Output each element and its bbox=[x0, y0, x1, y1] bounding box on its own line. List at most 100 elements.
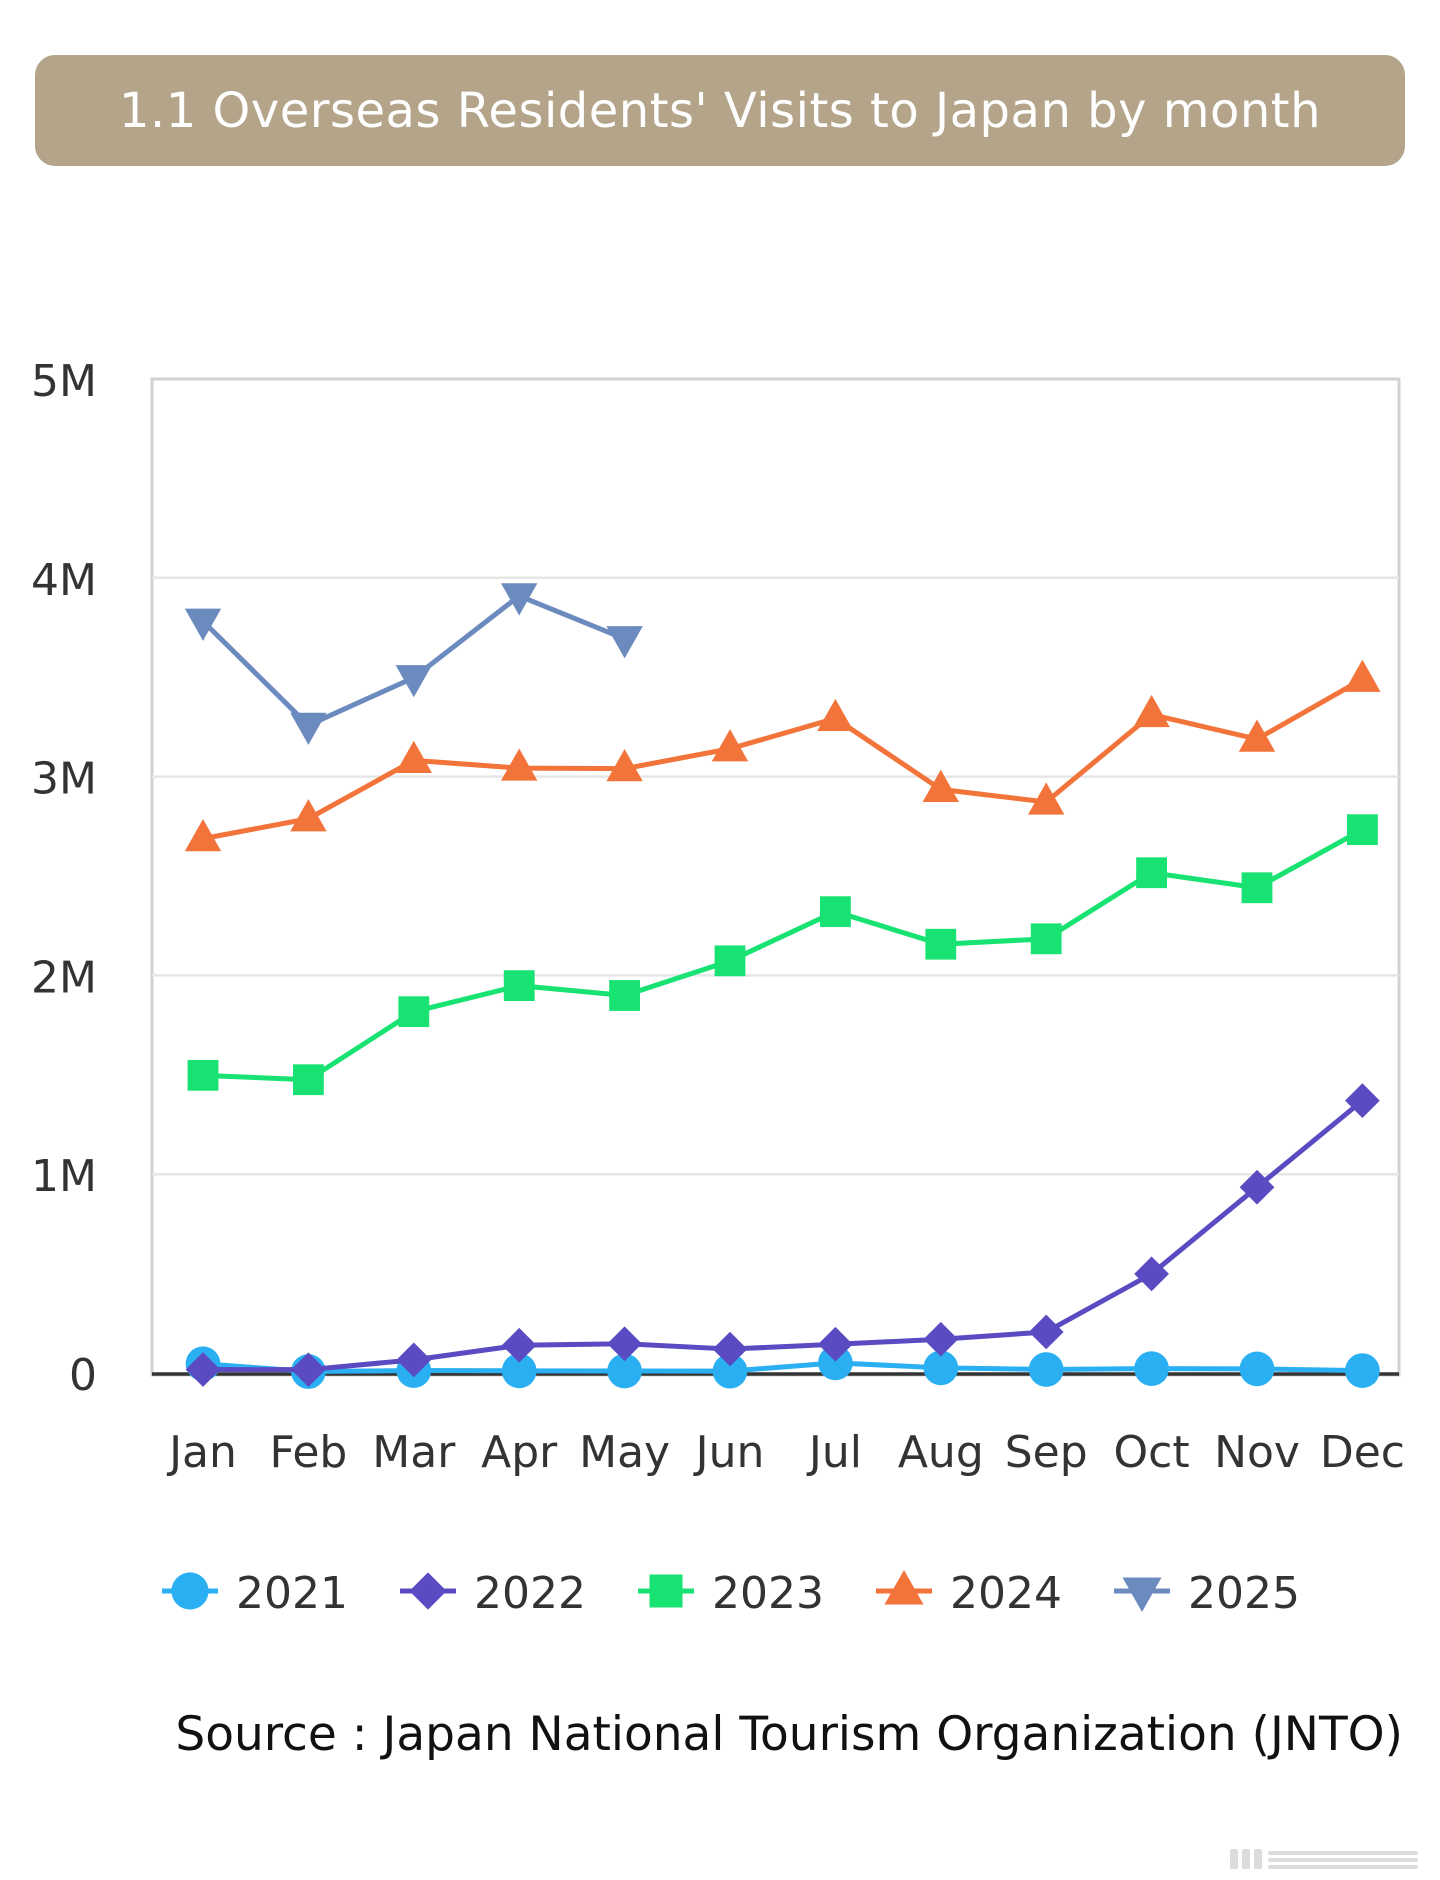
legend-label: 2023 bbox=[712, 1568, 824, 1619]
legend-item-2023: 2023 bbox=[638, 1568, 824, 1619]
x-tick-label: May bbox=[579, 1427, 670, 1478]
x-tick-label: Oct bbox=[1114, 1427, 1190, 1478]
x-tick-label: Apr bbox=[481, 1427, 558, 1478]
data-point-2023-Jul bbox=[820, 896, 851, 928]
data-point-2021-Oct bbox=[1134, 1351, 1169, 1386]
data-point-2022-Aug bbox=[923, 1321, 959, 1357]
data-point-2021-Sep bbox=[1028, 1352, 1064, 1387]
legend-item-2024: 2024 bbox=[876, 1568, 1062, 1619]
legend-marker bbox=[409, 1572, 447, 1610]
data-point-2025-Apr bbox=[501, 583, 538, 616]
data-point-2022-Jan bbox=[185, 1352, 221, 1387]
data-point-2024-Mar bbox=[395, 740, 432, 773]
data-point-2021-Jul bbox=[818, 1345, 853, 1381]
data-point-2023-Jan bbox=[187, 1059, 219, 1091]
data-point-2024-May bbox=[606, 749, 643, 782]
data-point-2021-Jun bbox=[712, 1353, 748, 1389]
legend-item-2022: 2022 bbox=[400, 1568, 586, 1619]
y-tick-label: 2M bbox=[31, 952, 97, 1003]
data-point-2025-Jan bbox=[184, 608, 222, 641]
series-2024 bbox=[184, 659, 1381, 852]
data-point-2024-Apr bbox=[501, 748, 538, 781]
data-point-2023-Feb bbox=[293, 1064, 324, 1096]
data-point-2025-Mar bbox=[395, 665, 432, 698]
data-point-2022-Jul bbox=[818, 1326, 853, 1362]
chart-title: 1.1 Overseas Residents' Visits to Japan … bbox=[118, 82, 1322, 139]
data-point-2024-Oct bbox=[1133, 694, 1170, 728]
legend-marker bbox=[884, 1570, 924, 1605]
legend-label: 2022 bbox=[474, 1568, 586, 1619]
data-point-2022-Mar bbox=[396, 1342, 432, 1378]
data-point-2024-Aug bbox=[922, 769, 959, 803]
data-point-2023-Dec bbox=[1347, 814, 1378, 846]
data-point-2022-Feb bbox=[291, 1352, 326, 1388]
data-point-2024-Jan bbox=[184, 819, 222, 852]
y-tick-label: 4M bbox=[31, 555, 97, 606]
legend-item-2021: 2021 bbox=[162, 1568, 348, 1619]
legend: 2021 2022 2023 2024 2025 bbox=[162, 1568, 1300, 1619]
series-group bbox=[184, 583, 1381, 1389]
data-point-2021-Apr bbox=[501, 1353, 537, 1389]
data-point-2022-Dec bbox=[1345, 1083, 1380, 1118]
legend-label: 2025 bbox=[1188, 1568, 1300, 1619]
data-point-2025-May bbox=[606, 626, 643, 659]
data-point-2025-Feb bbox=[290, 712, 327, 745]
legend-marker bbox=[1122, 1577, 1162, 1612]
series-2022 bbox=[185, 1083, 1380, 1388]
y-tick-label: 3M bbox=[31, 754, 97, 805]
data-point-2024-Nov bbox=[1238, 719, 1276, 752]
data-point-2024-Jun bbox=[711, 729, 749, 762]
data-point-2024-Feb bbox=[290, 799, 327, 832]
legend-label: 2024 bbox=[950, 1568, 1062, 1619]
x-tick-label: Mar bbox=[372, 1427, 456, 1478]
x-tick-label: Feb bbox=[269, 1427, 347, 1478]
y-axis-ticks: 0 1M 2M 3M 4M 5M bbox=[31, 356, 97, 1401]
legend-marker bbox=[171, 1572, 209, 1610]
grid-lines bbox=[152, 576, 1399, 1376]
data-point-2024-Dec bbox=[1344, 659, 1381, 692]
legend-marker bbox=[649, 1574, 683, 1608]
data-point-2021-Nov bbox=[1239, 1351, 1275, 1387]
x-tick-label: Jul bbox=[806, 1427, 862, 1478]
data-point-2022-Sep bbox=[1028, 1314, 1064, 1350]
data-point-2023-Mar bbox=[398, 996, 430, 1028]
series-2023 bbox=[187, 814, 1378, 1096]
x-tick-label: Aug bbox=[898, 1427, 984, 1478]
legend-label: 2021 bbox=[236, 1568, 348, 1619]
data-point-2023-May bbox=[609, 980, 640, 1011]
series-line-2021 bbox=[202, 1360, 1363, 1375]
x-tick-label: Nov bbox=[1214, 1427, 1300, 1478]
data-point-2024-Sep bbox=[1028, 782, 1065, 815]
data-point-2023-Apr bbox=[503, 970, 535, 1002]
watermark-icon bbox=[1230, 1849, 1418, 1869]
data-point-2023-Oct bbox=[1136, 857, 1167, 889]
data-point-2022-May bbox=[607, 1326, 642, 1362]
x-tick-label: Jun bbox=[693, 1427, 765, 1478]
series-2025 bbox=[184, 583, 643, 745]
data-point-2023-Jun bbox=[714, 945, 746, 977]
data-point-2022-Jun bbox=[712, 1331, 748, 1367]
y-tick-label: 5M bbox=[31, 356, 97, 407]
source-note: Source : Japan National Tourism Organiza… bbox=[175, 1707, 1403, 1762]
data-point-2021-Dec bbox=[1345, 1353, 1380, 1388]
x-tick-label: Jan bbox=[166, 1427, 237, 1478]
data-point-2021-May bbox=[607, 1353, 642, 1389]
data-point-2021-Aug bbox=[923, 1350, 959, 1386]
series-line-2022 bbox=[202, 1098, 1364, 1373]
legend-item-2025: 2025 bbox=[1114, 1568, 1300, 1619]
data-point-2022-Oct bbox=[1134, 1256, 1169, 1292]
data-point-2024-Jul bbox=[817, 698, 854, 732]
y-tick-label: 0 bbox=[69, 1350, 97, 1401]
title-banner: 1.1 Overseas Residents' Visits to Japan … bbox=[35, 55, 1405, 166]
x-tick-label: Sep bbox=[1005, 1427, 1088, 1478]
y-tick-label: 1M bbox=[31, 1151, 97, 1202]
x-axis-ticks: Jan Feb Mar Apr May Jun Jul Aug Sep Oct Nov Dec bbox=[166, 1427, 1405, 1478]
data-point-2022-Apr bbox=[501, 1327, 537, 1363]
data-point-2023-Sep bbox=[1030, 923, 1062, 955]
series-line-2024 bbox=[202, 677, 1364, 842]
data-point-2022-Nov bbox=[1239, 1169, 1275, 1205]
data-point-2023-Aug bbox=[925, 928, 957, 960]
series-line-2023 bbox=[202, 827, 1364, 1083]
data-point-2023-Nov bbox=[1241, 872, 1273, 904]
